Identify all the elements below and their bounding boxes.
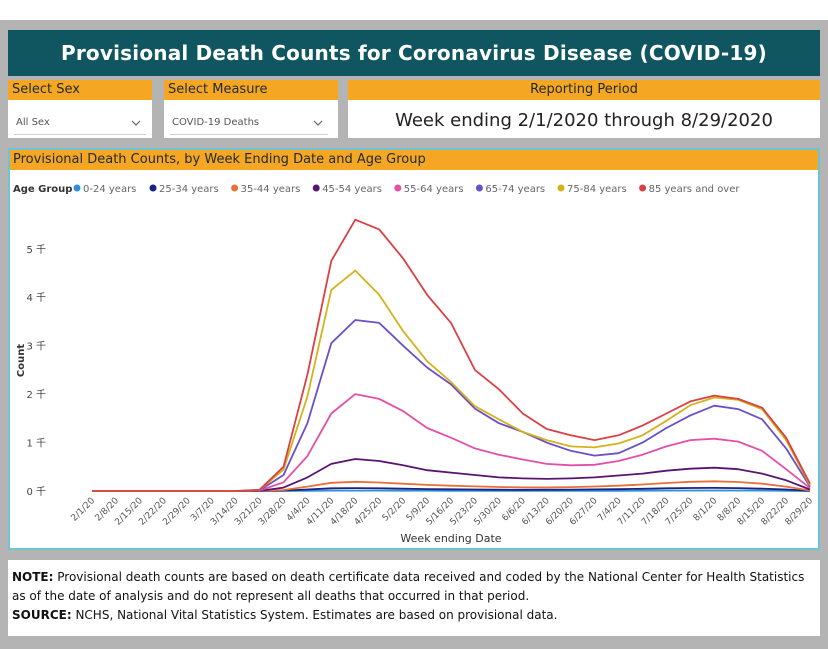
select-measure-card: Select Measure COVID-19 Deaths bbox=[164, 80, 338, 138]
chevron-down-icon bbox=[313, 120, 323, 126]
legend-marker-1 bbox=[149, 184, 157, 192]
line-chart: Age Group 0-24 years 25-34 years 35-44 year… bbox=[13, 184, 815, 545]
y-tick-label: 0 千 bbox=[26, 486, 46, 498]
series-line-4 bbox=[92, 393, 811, 492]
source-label: SOURCE: bbox=[12, 608, 72, 622]
legend-marker-4 bbox=[394, 184, 402, 192]
select-sex-label: Select Sex bbox=[8, 80, 152, 100]
x-tick-label: 5/2/20 bbox=[381, 496, 409, 524]
series-line-5 bbox=[92, 319, 811, 492]
page-title-text: Provisional Death Counts for Coronavirus… bbox=[61, 41, 767, 65]
x-tick-label: 2/1/20 bbox=[70, 496, 98, 524]
note-text: Provisional death counts are based on de… bbox=[12, 570, 805, 603]
source-line: SOURCE: NCHS, National Vital Statistics … bbox=[12, 606, 816, 625]
legend-label: 0-24 years bbox=[83, 184, 136, 195]
y-tick-label: 4 千 bbox=[26, 292, 46, 304]
y-tick-label: 1 千 bbox=[26, 438, 46, 450]
legend-label: 25-34 years bbox=[159, 184, 219, 195]
source-text: NCHS, National Vital Statistics System. … bbox=[71, 608, 558, 622]
legend-label: 85 years and over bbox=[649, 184, 741, 195]
select-sex-dropdown[interactable]: All Sex bbox=[14, 112, 146, 135]
legend-label: 65-74 years bbox=[485, 184, 545, 195]
select-sex-card: Select Sex All Sex bbox=[8, 80, 152, 138]
legend-label: 55-64 years bbox=[404, 184, 464, 195]
reporting-period-value: Week ending 2/1/2020 through 8/29/2020 bbox=[395, 110, 773, 131]
select-measure-value: COVID-19 Deaths bbox=[172, 117, 260, 128]
legend-marker-0 bbox=[73, 184, 81, 192]
legend-marker-2 bbox=[231, 184, 239, 192]
x-axis-label: Week ending Date bbox=[400, 532, 501, 545]
select-measure-label: Select Measure bbox=[164, 80, 338, 100]
legend-marker-3 bbox=[312, 184, 320, 192]
series-line-6 bbox=[92, 269, 811, 492]
select-sex-value: All Sex bbox=[16, 117, 50, 128]
chevron-down-icon bbox=[131, 120, 141, 126]
page-title: Provisional Death Counts for Coronavirus… bbox=[8, 30, 820, 76]
y-tick-label: 3 千 bbox=[26, 341, 46, 353]
legend-marker-5 bbox=[475, 184, 483, 192]
legend-title: Age Group bbox=[13, 184, 72, 195]
legend-marker-6 bbox=[557, 184, 565, 192]
legend-label: 75-84 years bbox=[567, 184, 627, 195]
chart-title: Provisional Death Counts, by Week Ending… bbox=[10, 150, 818, 170]
reporting-period-card: Reporting Period Week ending 2/1/2020 th… bbox=[348, 80, 820, 138]
chart-panel: Provisional Death Counts, by Week Ending… bbox=[8, 148, 820, 550]
select-measure-dropdown[interactable]: COVID-19 Deaths bbox=[170, 112, 328, 135]
y-axis-label: Count bbox=[16, 344, 27, 377]
y-tick-label: 2 千 bbox=[26, 389, 46, 401]
legend-marker-7 bbox=[639, 184, 647, 192]
legend-label: 45-54 years bbox=[322, 184, 382, 195]
legend-label: 35-44 years bbox=[241, 184, 301, 195]
y-tick-label: 5 千 bbox=[26, 244, 46, 256]
note-line: NOTE: Provisional death counts are based… bbox=[12, 568, 816, 606]
note-label: NOTE: bbox=[12, 570, 54, 584]
reporting-period-label: Reporting Period bbox=[348, 80, 820, 100]
footnote: NOTE: Provisional death counts are based… bbox=[8, 560, 820, 636]
x-tick-label: 8/1/20 bbox=[692, 496, 720, 524]
series-line-7 bbox=[92, 218, 811, 492]
